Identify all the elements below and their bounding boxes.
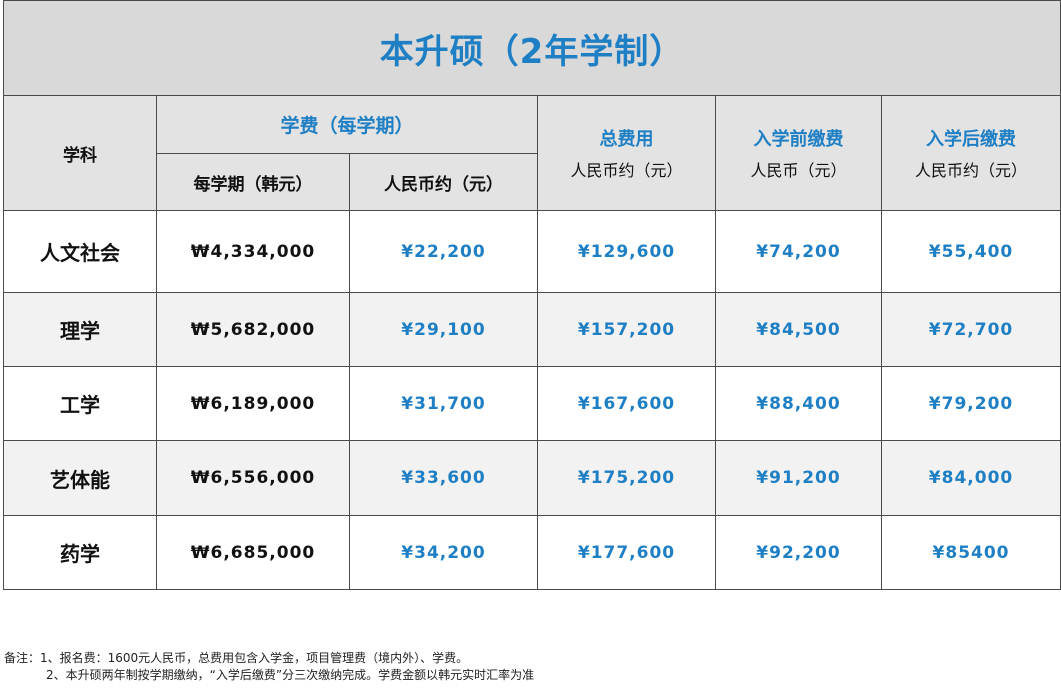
header-pre-unit: 人民币（元） [750, 161, 847, 180]
pre-payment-cell: ¥92,200 [715, 515, 882, 590]
tuition-rmb-cell: ¥29,100 [349, 292, 538, 367]
total-cell: ¥129,600 [537, 210, 716, 293]
post-payment-cell: ¥79,200 [880, 366, 1061, 441]
header-pre-title: 入学前缴费 [753, 129, 844, 150]
fee-table: 本升硕（2年学制） 学科 学费（每学期） 总费用 人民币约（元） 入学前缴费 人… [2, 0, 1061, 590]
tuition-rmb-cell: ¥31,700 [349, 366, 538, 441]
tuition-krw-cell: ₩5,682,000 [156, 292, 350, 367]
note-line-1: 备注：1、报名费：1600元人民币，总费用包含入学金，项目管理费（境内外）、学费… [4, 651, 469, 665]
subject-cell: 人文社会 [3, 210, 157, 293]
subject-cell: 艺体能 [3, 440, 157, 516]
tuition-krw-cell: ₩4,334,000 [156, 210, 350, 293]
tuition-rmb-cell: ¥22,200 [349, 210, 538, 293]
tuition-krw-cell: ₩6,556,000 [156, 440, 350, 516]
header-tuition-krw: 每学期（韩元） [156, 153, 350, 211]
header-total-unit: 人民币约（元） [570, 161, 683, 180]
header-pre-payment: 入学前缴费 人民币（元） [715, 95, 882, 211]
total-cell: ¥157,200 [537, 292, 716, 367]
post-payment-cell: ¥72,700 [880, 292, 1061, 367]
tuition-rmb-cell: ¥34,200 [349, 515, 538, 590]
post-payment-cell: ¥85400 [880, 515, 1061, 590]
tuition-krw-cell: ₩6,189,000 [156, 366, 350, 441]
header-post-title: 入学后缴费 [926, 129, 1017, 150]
table-row: 艺体能 ₩6,556,000 ¥33,600 ¥175,200 ¥91,200 … [3, 440, 1061, 516]
total-cell: ¥175,200 [537, 440, 716, 516]
table-row: 理学 ₩5,682,000 ¥29,100 ¥157,200 ¥84,500 ¥… [3, 292, 1061, 367]
notes: 备注：1、报名费：1600元人民币，总费用包含入学金，项目管理费（境内外）、学费… [4, 650, 534, 684]
total-cell: ¥167,600 [537, 366, 716, 441]
header-total: 总费用 人民币约（元） [537, 95, 716, 211]
tuition-rmb-cell: ¥33,600 [349, 440, 538, 516]
tuition-krw-cell: ₩6,685,000 [156, 515, 350, 590]
header-post-unit: 人民币约（元） [915, 161, 1028, 180]
subject-cell: 药学 [3, 515, 157, 590]
post-payment-cell: ¥55,400 [880, 210, 1061, 293]
pre-payment-cell: ¥74,200 [715, 210, 882, 293]
pre-payment-cell: ¥88,400 [715, 366, 882, 441]
header-tuition-rmb: 人民币约（元） [349, 153, 538, 211]
header-post-payment: 入学后缴费 人民币约（元） [880, 95, 1061, 211]
subject-cell: 工学 [3, 366, 157, 441]
header-tuition-group: 学费（每学期） [156, 95, 538, 154]
table-title: 本升硕（2年学制） [2, 0, 1061, 96]
table-row: 人文社会 ₩4,334,000 ¥22,200 ¥129,600 ¥74,200… [3, 210, 1061, 293]
header-subject: 学科 [3, 95, 157, 211]
pre-payment-cell: ¥91,200 [715, 440, 882, 516]
subject-cell: 理学 [3, 292, 157, 367]
table-row: 工学 ₩6,189,000 ¥31,700 ¥167,600 ¥88,400 ¥… [3, 366, 1061, 441]
post-payment-cell: ¥84,000 [880, 440, 1061, 516]
pre-payment-cell: ¥84,500 [715, 292, 882, 367]
note-line-2: 2、本升硕两年制按学期缴纳，“入学后缴费”分三次缴纳完成。学费金额以韩元实时汇率… [46, 668, 535, 682]
header-total-title: 总费用 [599, 129, 654, 150]
total-cell: ¥177,600 [537, 515, 716, 590]
table-row: 药学 ₩6,685,000 ¥34,200 ¥177,600 ¥92,200 ¥… [3, 515, 1061, 590]
